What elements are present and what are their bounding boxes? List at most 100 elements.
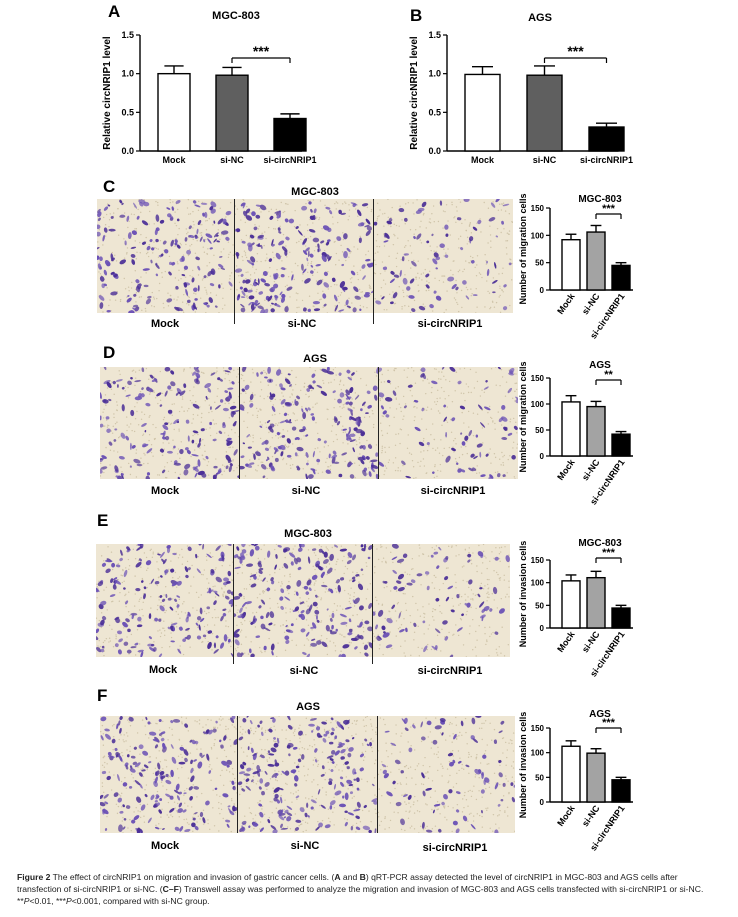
- image-label-si: si-circNRIP1: [417, 665, 483, 677]
- stained-cell: [472, 226, 478, 231]
- membrane-pore: [425, 409, 428, 411]
- membrane-pore: [392, 291, 394, 293]
- membrane-pore: [242, 259, 244, 262]
- membrane-pore: [378, 245, 381, 248]
- membrane-pore: [366, 780, 369, 783]
- membrane-pore: [289, 251, 291, 254]
- stained-cell: [249, 574, 257, 578]
- stained-cell: [102, 809, 109, 815]
- membrane-pore: [328, 768, 330, 771]
- membrane-pore: [362, 719, 365, 721]
- stained-cell: [230, 717, 235, 724]
- membrane-pore: [343, 572, 345, 575]
- stained-cell: [470, 260, 475, 264]
- membrane-pore: [140, 621, 142, 623]
- stained-cell: [134, 642, 139, 646]
- stained-cell: [334, 304, 338, 312]
- stained-cell: [297, 230, 303, 236]
- membrane-pore: [222, 297, 224, 299]
- membrane-pore: [415, 602, 417, 605]
- membrane-pore: [451, 201, 453, 204]
- micrograph-c-mock: [97, 199, 234, 313]
- stained-cell: [174, 826, 180, 832]
- membrane-pore: [488, 596, 490, 599]
- membrane-pore: [441, 775, 443, 777]
- stained-cell: [385, 414, 390, 418]
- membrane-pore: [200, 416, 203, 419]
- membrane-pore: [444, 805, 446, 807]
- membrane-pore: [215, 616, 217, 619]
- stained-cell: [101, 562, 106, 567]
- membrane-pore: [132, 369, 135, 371]
- stained-cell: [338, 654, 342, 657]
- membrane-pore: [494, 428, 496, 430]
- membrane-pore: [200, 421, 202, 423]
- membrane-pore: [201, 201, 204, 204]
- membrane-pore: [504, 395, 507, 397]
- membrane-pore: [388, 459, 391, 461]
- membrane-pore: [135, 476, 138, 478]
- membrane-pore: [344, 201, 346, 203]
- membrane-pore: [446, 406, 449, 408]
- stained-cell: [276, 369, 282, 376]
- membrane-pore: [178, 816, 180, 818]
- stained-cell: [298, 730, 303, 736]
- stained-cell: [164, 367, 171, 372]
- stained-cell: [100, 619, 105, 626]
- membrane-pore: [164, 759, 166, 761]
- membrane-pore: [186, 233, 188, 235]
- membrane-pore: [256, 450, 259, 452]
- stained-cell: [239, 607, 243, 614]
- stained-cell: [494, 631, 499, 635]
- membrane-pore: [421, 553, 424, 555]
- membrane-pore: [158, 289, 160, 292]
- membrane-pore: [229, 780, 232, 782]
- stained-cell: [301, 205, 308, 211]
- membrane-pore: [153, 298, 156, 300]
- stained-cell: [475, 434, 479, 438]
- membrane-pore: [171, 815, 174, 818]
- stained-cell: [215, 472, 218, 477]
- stained-cell: [300, 628, 306, 633]
- membrane-pore: [307, 639, 310, 641]
- stained-cell: [251, 301, 258, 306]
- membrane-pore: [101, 764, 104, 766]
- membrane-pore: [405, 203, 407, 205]
- stained-cell: [296, 437, 300, 441]
- stained-cell: [178, 802, 183, 808]
- stained-cell: [102, 234, 105, 242]
- membrane-pore: [359, 821, 362, 823]
- membrane-pore: [442, 454, 444, 457]
- stained-cell: [511, 455, 516, 460]
- membrane-pore: [263, 590, 266, 593]
- stained-cell: [251, 544, 255, 546]
- stained-cell: [155, 770, 160, 777]
- stained-cell: [209, 206, 214, 211]
- stained-cell: [115, 379, 123, 382]
- stained-cell: [343, 233, 348, 240]
- membrane-pore: [515, 373, 517, 375]
- stained-cell: [130, 612, 138, 616]
- membrane-pore: [433, 368, 436, 370]
- stained-cell: [316, 619, 320, 623]
- x-tick-label: si-NC: [580, 291, 602, 316]
- membrane-pore: [289, 573, 291, 576]
- stained-cell: [192, 430, 199, 434]
- membrane-pore: [486, 600, 488, 602]
- stained-cell: [164, 435, 170, 441]
- membrane-pore: [246, 782, 248, 785]
- membrane-pore: [127, 397, 130, 399]
- membrane-pore: [325, 588, 327, 590]
- stained-cell: [383, 240, 389, 243]
- membrane-pore: [280, 585, 282, 587]
- membrane-pore: [307, 549, 310, 551]
- membrane-pore: [326, 637, 328, 640]
- membrane-pore: [285, 620, 288, 622]
- membrane-pore: [183, 794, 185, 796]
- membrane-pore: [383, 245, 386, 247]
- membrane-pore: [512, 441, 515, 444]
- stained-cell: [402, 553, 408, 559]
- membrane-pore: [258, 458, 260, 460]
- membrane-pore: [170, 814, 172, 816]
- membrane-pore: [362, 744, 364, 746]
